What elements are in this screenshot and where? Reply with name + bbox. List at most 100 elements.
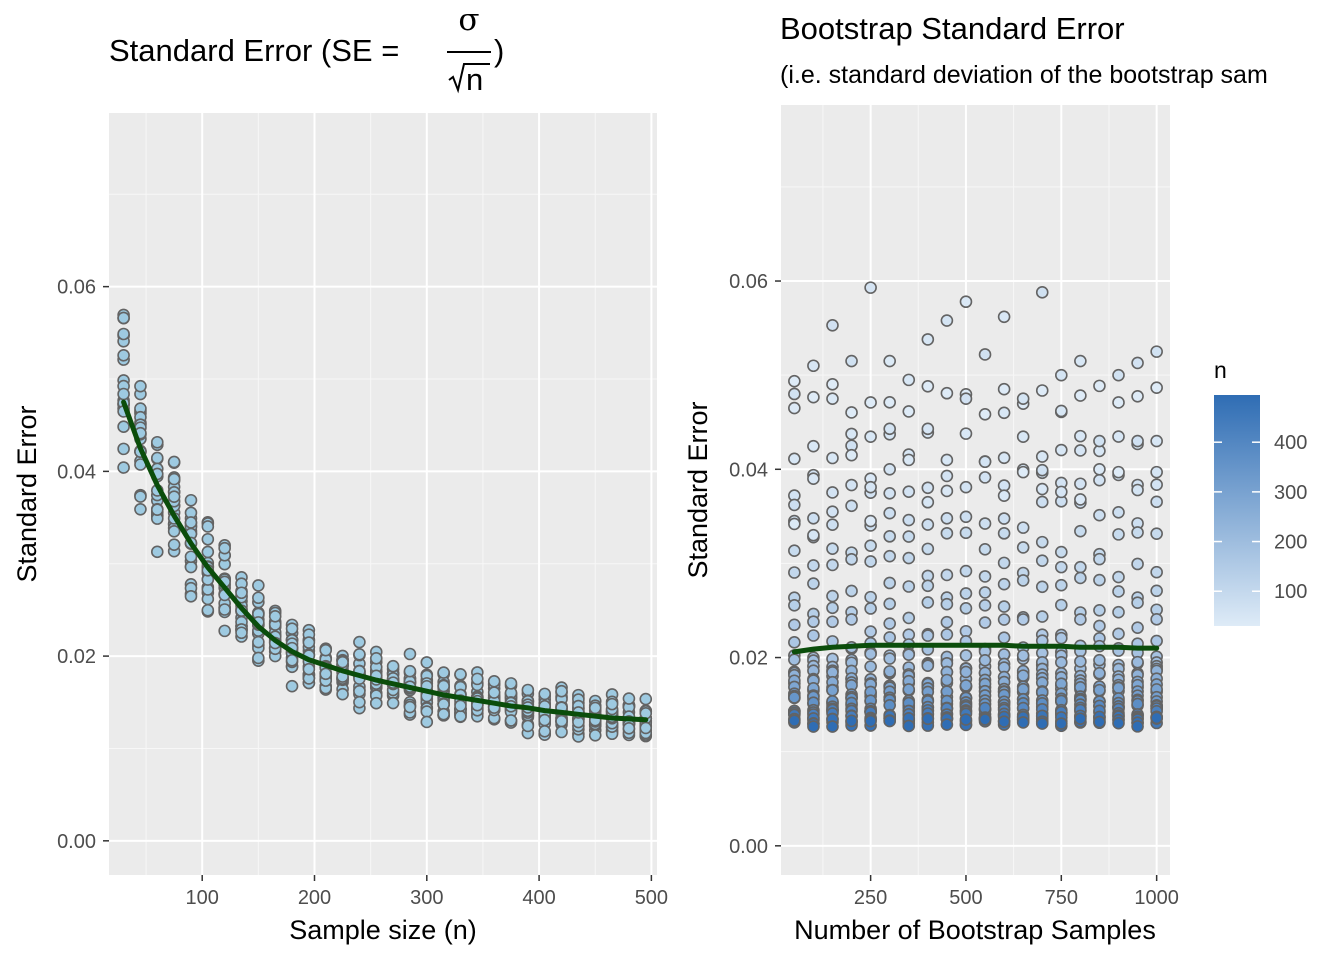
data-point: [1035, 717, 1049, 730]
data-point: [826, 486, 839, 499]
data-point: [826, 451, 839, 465]
left-x-tick-labels: 100 200 300 400 500: [186, 887, 669, 909]
data-point: [504, 714, 518, 727]
data-point: [336, 655, 349, 669]
data-point: [788, 401, 801, 415]
data-point: [1016, 613, 1030, 626]
data-point: [1035, 495, 1049, 509]
right-chart-title: Bootstrap Standard Error: [780, 11, 1125, 46]
data-point: [845, 613, 858, 626]
data-point: [940, 718, 954, 731]
data-point: [845, 406, 858, 419]
data-point: [902, 405, 916, 418]
data-point: [538, 725, 552, 738]
data-point: [959, 480, 973, 494]
right-chart-subtitle: (i.e. standard deviation of the bootstra…: [780, 61, 1268, 89]
data-point: [826, 589, 839, 603]
left-title-suffix: ): [494, 33, 504, 68]
data-point: [184, 560, 198, 574]
data-point: [845, 478, 858, 492]
data-point: [353, 635, 366, 649]
data-point: [921, 542, 935, 556]
data-point: [1112, 585, 1125, 598]
data-point: [997, 310, 1011, 324]
data-point: [353, 695, 366, 709]
data-point: [622, 722, 636, 735]
data-point: [997, 577, 1011, 591]
data-point: [252, 591, 265, 605]
data-point: [959, 427, 973, 440]
data-point: [235, 586, 248, 600]
data-point: [353, 648, 366, 661]
data-point: [1131, 526, 1144, 539]
data-point: [1035, 463, 1049, 477]
data-point: [807, 629, 820, 642]
data-point: [826, 505, 839, 518]
data-point: [1074, 524, 1087, 538]
data-point: [1074, 712, 1087, 726]
data-point: [201, 532, 215, 546]
right-chart: Bootstrap Standard Error (i.e. standard …: [683, 11, 1307, 945]
data-point: [1055, 631, 1068, 645]
data-point: [150, 451, 164, 465]
data-point: [788, 498, 801, 512]
data-point: [959, 713, 973, 726]
data-point: [184, 590, 198, 603]
data-point: [1035, 580, 1049, 594]
data-point: [437, 666, 450, 679]
data-point: [319, 643, 333, 657]
data-point: [959, 295, 973, 309]
data-point: [883, 665, 896, 678]
data-point: [538, 713, 552, 727]
data-point: [487, 674, 501, 688]
data-point: [218, 603, 231, 616]
data-point: [788, 374, 801, 388]
y-tick-label: 0.04: [729, 459, 768, 481]
data-point: [521, 683, 535, 697]
data-point: [1093, 473, 1106, 487]
data-point: [588, 729, 602, 742]
data-point: [1074, 613, 1087, 626]
data-point: [1112, 716, 1125, 730]
right-plot-background: [781, 105, 1170, 875]
left-chart: Standard Error (SE = σ n ) 100 200 300 4…: [12, 2, 668, 945]
data-point: [504, 677, 518, 690]
data-point: [1131, 621, 1144, 634]
data-point: [1016, 392, 1030, 405]
data-point: [921, 518, 935, 531]
data-point: [921, 422, 935, 436]
data-point: [883, 652, 896, 665]
data-point: [1150, 465, 1163, 479]
legend-title: n: [1214, 357, 1227, 383]
data-point: [978, 517, 992, 530]
data-point: [1055, 443, 1068, 457]
data-point: [1016, 649, 1030, 662]
data-point: [1093, 508, 1106, 522]
data-point: [1016, 541, 1030, 554]
data-point: [978, 543, 992, 556]
left-title-denominator: n: [466, 62, 483, 97]
data-point: [1093, 619, 1106, 633]
data-point: [921, 629, 935, 642]
data-point: [1093, 462, 1106, 476]
data-point: [921, 712, 935, 726]
data-point: [588, 701, 602, 715]
data-point: [454, 710, 467, 723]
data-point: [940, 484, 954, 498]
data-point: [1074, 493, 1087, 506]
data-point: [883, 714, 896, 728]
data-point: [997, 715, 1011, 728]
data-point: [252, 651, 265, 665]
data-point: [940, 453, 954, 467]
data-point: [252, 635, 265, 649]
data-point: [1055, 485, 1068, 499]
data-point: [471, 672, 484, 686]
data-point: [788, 691, 801, 704]
data-point: [353, 684, 366, 698]
data-point: [940, 526, 954, 540]
data-point: [285, 679, 299, 693]
data-point: [1016, 465, 1030, 479]
data-point: [978, 471, 992, 484]
left-chart-title: Standard Error (SE = σ n ): [109, 2, 504, 97]
data-point: [252, 579, 265, 592]
